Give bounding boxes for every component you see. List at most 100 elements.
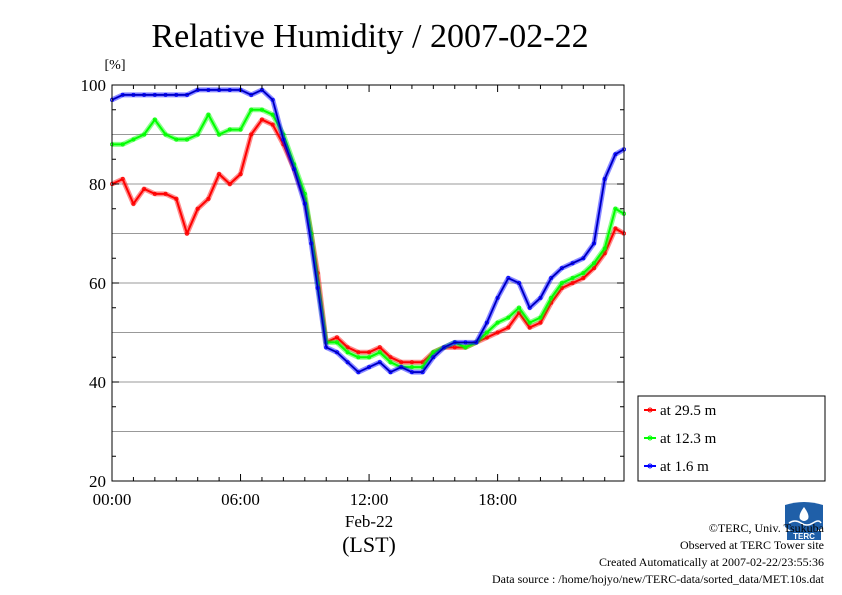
data-point: [345, 360, 350, 365]
data-point: [495, 320, 500, 325]
data-point: [506, 325, 511, 330]
data-point: [131, 201, 136, 206]
data-point: [270, 122, 275, 127]
series-line: [112, 108, 625, 369]
data-point: [420, 365, 425, 370]
data-point: [334, 340, 339, 345]
data-point: [238, 127, 243, 132]
data-point: [517, 310, 522, 315]
data-point: [388, 355, 393, 360]
logo-text: TERC: [793, 532, 815, 541]
data-point: [377, 345, 382, 350]
legend-label: at 12.3 m: [660, 431, 717, 447]
data-point: [120, 142, 125, 147]
data-point: [613, 152, 618, 157]
source-text: Data source : /home/hojyo/new/TERC-data/…: [491, 572, 824, 586]
data-point: [581, 276, 586, 281]
data-point: [195, 206, 200, 211]
data-point: [506, 276, 511, 281]
data-point: [163, 191, 168, 196]
data-point: [506, 315, 511, 320]
series-band: [110, 117, 626, 365]
copyright-text: ©TERC, Univ. Tsukuba: [708, 521, 824, 535]
legend-label: at 29.5 m: [660, 403, 717, 419]
data-point: [152, 191, 157, 196]
data-point: [527, 320, 532, 325]
data-point: [527, 325, 532, 330]
data-point: [184, 137, 189, 142]
data-point: [452, 345, 457, 350]
data-point: [377, 350, 382, 355]
data-point: [602, 246, 607, 251]
data-point: [345, 345, 350, 350]
data-point: [334, 350, 339, 355]
data-point: [592, 261, 597, 266]
data-point: [206, 112, 211, 117]
data-point: [527, 305, 532, 310]
data-point: [570, 276, 575, 281]
data-point: [356, 355, 361, 360]
data-point: [388, 370, 393, 375]
data-point: [517, 280, 522, 285]
data-point: [484, 330, 489, 335]
data-point: [345, 350, 350, 355]
data-point: [463, 345, 468, 350]
terc-logo-icon: TERC: [785, 502, 823, 541]
data-point: [270, 112, 275, 117]
data-point: [238, 172, 243, 177]
data-point: [442, 345, 447, 350]
data-point: [549, 276, 554, 281]
data-point: [356, 350, 361, 355]
x-axis-label: (LST): [342, 532, 396, 557]
data-point: [570, 280, 575, 285]
observed-text: Observed at TERC Tower site: [679, 538, 824, 552]
data-point: [217, 172, 222, 177]
data-point: [538, 295, 543, 300]
data-point: [142, 132, 147, 137]
data-point: [174, 137, 179, 142]
data-point: [517, 305, 522, 310]
data-point: [259, 107, 264, 112]
data-point: [292, 167, 297, 172]
y-tick-label: 40: [89, 373, 106, 392]
legend: at 29.5 m at 12.3 m at 1.6 m: [637, 395, 826, 482]
terc-logo: TERC: [783, 501, 825, 541]
data-point: [538, 320, 543, 325]
data-point: [409, 365, 414, 370]
data-point: [559, 285, 564, 290]
legend-marker: [647, 407, 653, 413]
data-point: [409, 360, 414, 365]
data-point: [388, 360, 393, 365]
data-point: [270, 97, 275, 102]
data-point: [377, 360, 382, 365]
data-point: [120, 177, 125, 182]
data-point: [206, 196, 211, 201]
data-point: [420, 360, 425, 365]
data-point: [367, 350, 372, 355]
y-tick-label: 60: [89, 274, 106, 293]
data-point: [495, 295, 500, 300]
data-point: [559, 280, 564, 285]
legend-items: at 29.5 m at 12.3 m at 1.6 m: [644, 403, 717, 475]
legend-marker: [647, 463, 653, 469]
y-tick-label: 80: [89, 175, 106, 194]
data-point: [613, 206, 618, 211]
legend-label: at 1.6 m: [660, 459, 709, 475]
data-point: [399, 360, 404, 365]
legend-box: [637, 395, 826, 482]
data-point: [195, 132, 200, 137]
data-point: [581, 271, 586, 276]
data-point: [367, 365, 372, 370]
data-point: [249, 92, 254, 97]
data-point: [259, 117, 264, 122]
data-point: [495, 330, 500, 335]
series-center-line: [111, 89, 625, 373]
x-tick-label: 06:00: [221, 490, 260, 509]
data-point: [281, 137, 286, 142]
x-tick-label: 12:00: [350, 490, 389, 509]
data-series: [110, 87, 627, 375]
data-point: [538, 315, 543, 320]
data-point: [249, 132, 254, 137]
data-point: [549, 295, 554, 300]
data-point: [592, 266, 597, 271]
